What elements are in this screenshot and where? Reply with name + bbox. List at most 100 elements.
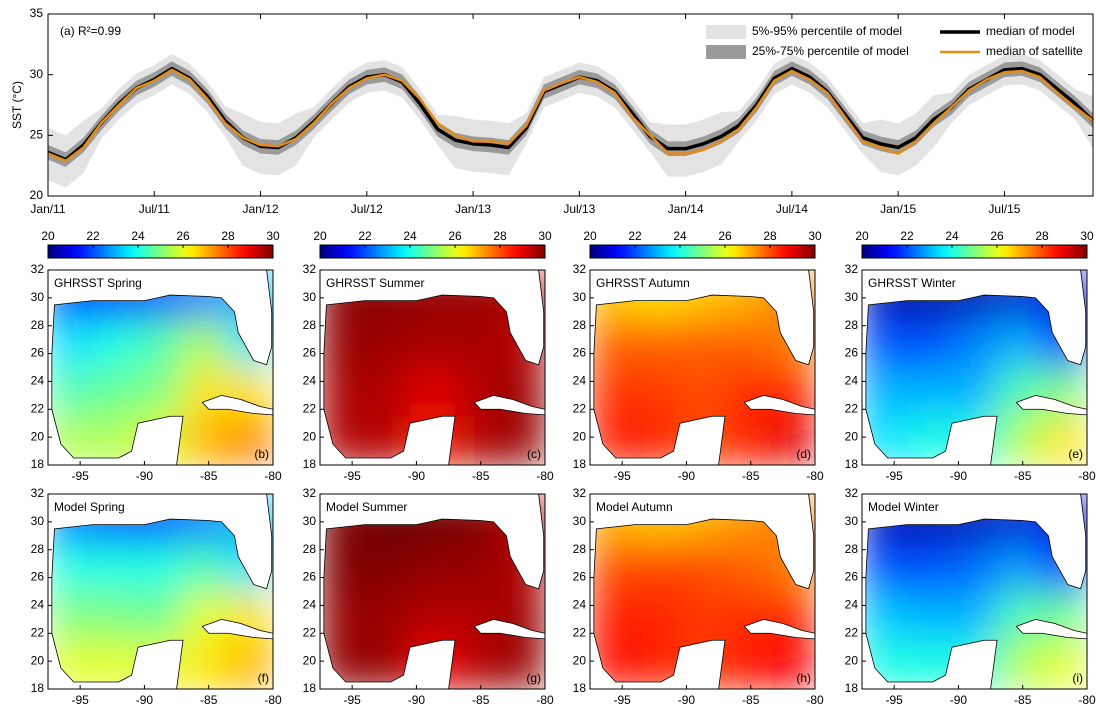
sst-cell — [862, 542, 907, 592]
sst-cell — [952, 542, 997, 592]
colorbar-tick-label: 30 — [266, 229, 280, 243]
y-tick-label: 24 — [845, 374, 859, 388]
sst-cell — [770, 416, 815, 465]
x-tick-label: -95 — [885, 693, 903, 707]
y-tick-label: 22 — [303, 401, 317, 415]
x-tick-label: -85 — [200, 693, 218, 707]
x-tick-label: -80 — [1078, 693, 1096, 707]
sst-cell — [590, 591, 635, 641]
sst-cell — [320, 542, 365, 592]
y-tick-label: 18 — [573, 681, 587, 695]
y-tick-label: 30 — [573, 290, 587, 304]
sst-cell — [455, 416, 500, 465]
sst-cell — [183, 640, 228, 689]
colorbar — [319, 244, 546, 259]
y-tick-label: 22 — [573, 401, 587, 415]
x-tick-label: -95 — [885, 469, 903, 483]
x-tick-label: -80 — [264, 469, 282, 483]
y-tick-label: 26 — [31, 346, 45, 360]
colorbar-tick-label: 26 — [990, 229, 1004, 243]
y-tick-label: 24 — [573, 374, 587, 388]
y-tick-label: 22 — [573, 625, 587, 639]
x-tick-label: -80 — [806, 469, 824, 483]
y-tick-label: 32 — [845, 486, 859, 500]
x-tick-label: Jul/14 — [776, 202, 808, 216]
x-tick-label: -85 — [1014, 693, 1032, 707]
x-tick-label: -90 — [136, 693, 154, 707]
sst-cell — [952, 318, 997, 368]
panel-label: (e) — [1068, 447, 1083, 461]
sst-cell — [138, 318, 183, 368]
x-tick-label: -90 — [678, 469, 696, 483]
colorbar-tick-label: 24 — [673, 229, 687, 243]
x-tick-label: -80 — [806, 693, 824, 707]
panel-label: (c) — [527, 447, 541, 461]
y-tick-label: 35 — [30, 6, 44, 20]
colorbar-tick-label: 20 — [855, 229, 869, 243]
y-tick-label: 26 — [845, 570, 859, 584]
x-tick-label: -95 — [71, 693, 89, 707]
sst-cell — [410, 542, 455, 592]
sst-cell — [725, 640, 770, 689]
sst-cell — [997, 318, 1042, 368]
legend-label: 5%-95% percentile of model — [752, 24, 902, 38]
sst-cell — [680, 367, 725, 417]
map-frame — [589, 269, 816, 466]
y-tick-label: 18 — [845, 681, 859, 695]
y-tick-label: 32 — [303, 262, 317, 276]
map-frame — [47, 269, 274, 466]
colorbar-tick-label: 22 — [628, 229, 642, 243]
sst-cell — [862, 591, 907, 641]
y-tick-label: 28 — [573, 542, 587, 556]
y-axis-label: SST (°C) — [10, 81, 24, 129]
x-tick-label: -90 — [408, 469, 426, 483]
y-tick-label: 24 — [31, 598, 45, 612]
y-tick-label: 28 — [31, 318, 45, 332]
sst-cell — [862, 318, 907, 368]
sst-cell — [997, 542, 1042, 592]
sst-cell — [365, 542, 410, 592]
colorbar-tick-label: 22 — [86, 229, 100, 243]
sst-cell — [635, 542, 680, 592]
y-tick-label: 24 — [31, 374, 45, 388]
sst-cell — [590, 367, 635, 417]
y-tick-label: 24 — [303, 374, 317, 388]
sst-cell — [590, 542, 635, 592]
colorbar — [861, 244, 1088, 259]
y-tick-label: 26 — [31, 570, 45, 584]
x-tick-label: Jul/13 — [563, 202, 595, 216]
sst-cell — [725, 542, 770, 592]
sst-cell — [183, 542, 228, 592]
y-tick-label: 30 — [30, 67, 44, 81]
map-frame — [47, 493, 274, 690]
x-tick-label: -85 — [472, 693, 490, 707]
legend-swatch — [706, 45, 746, 59]
sst-cell — [997, 640, 1042, 689]
sst-cell — [228, 416, 273, 465]
colorbar-tick-label: 22 — [900, 229, 914, 243]
sst-cell — [862, 367, 907, 417]
y-tick-label: 30 — [31, 290, 45, 304]
y-tick-label: 18 — [573, 457, 587, 471]
colorbar-tick-label: 22 — [358, 229, 372, 243]
sst-cell — [680, 318, 725, 368]
colorbar-tick-label: 24 — [945, 229, 959, 243]
x-tick-label: -90 — [678, 693, 696, 707]
x-tick-label: -80 — [264, 693, 282, 707]
map-frame — [319, 493, 546, 690]
map-frame — [861, 269, 1088, 466]
x-tick-label: Jul/11 — [139, 202, 170, 216]
y-tick-label: 26 — [303, 570, 317, 584]
y-tick-label: 26 — [303, 346, 317, 360]
x-tick-label: -85 — [200, 469, 218, 483]
sst-cell — [455, 640, 500, 689]
x-tick-label: Jul/15 — [988, 202, 1020, 216]
y-tick-label: 18 — [31, 457, 45, 471]
y-tick-label: 18 — [845, 457, 859, 471]
panel-title: GHRSST Spring — [54, 276, 142, 290]
y-tick-label: 20 — [303, 429, 317, 443]
y-tick-label: 18 — [31, 681, 45, 695]
y-tick-label: 30 — [303, 290, 317, 304]
